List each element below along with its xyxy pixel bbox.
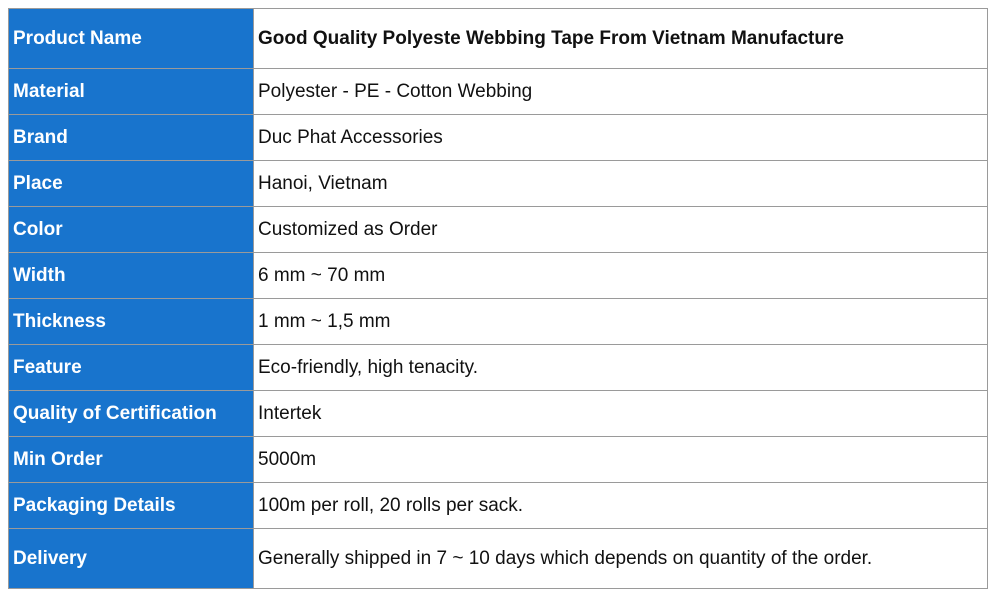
row-value: 100m per roll, 20 rolls per sack. — [253, 482, 988, 529]
row-value: Generally shipped in 7 ~ 10 days which d… — [253, 528, 988, 589]
table-row: Brand Duc Phat Accessories — [8, 114, 988, 161]
row-value: Intertek — [253, 390, 988, 437]
table-body: Product Name Good Quality Polyeste Webbin… — [8, 8, 988, 589]
spec-table: Product Name Good Quality Polyeste Webbin… — [8, 8, 988, 589]
row-value: Eco-friendly, high tenacity. — [253, 344, 988, 391]
row-value: Duc Phat Accessories — [253, 114, 988, 161]
table-row: Packaging Details 100m per roll, 20 rolls… — [8, 482, 988, 529]
table-row: Feature Eco-friendly, high tenacity. — [8, 344, 988, 391]
row-label: Packaging Details — [8, 482, 254, 529]
table-row: Thickness 1 mm ~ 1,5 mm — [8, 298, 988, 345]
row-label: Delivery — [8, 528, 254, 589]
table-row: Product Name Good Quality Polyeste Webbin… — [8, 8, 988, 69]
row-label: Width — [8, 252, 254, 299]
row-value: Good Quality Polyeste Webbing Tape From … — [253, 8, 988, 69]
row-label: Thickness — [8, 298, 254, 345]
table-row: Width 6 mm ~ 70 mm — [8, 252, 988, 299]
row-value: 6 mm ~ 70 mm — [253, 252, 988, 299]
table-row: Delivery Generally shipped in 7 ~ 10 days… — [8, 528, 988, 589]
row-value: Polyester - PE - Cotton Webbing — [253, 68, 988, 115]
row-label: Brand — [8, 114, 254, 161]
row-label: Product Name — [8, 8, 254, 69]
row-label: Quality of Certification — [8, 390, 254, 437]
table-row: Place Hanoi, Vietnam — [8, 160, 988, 207]
table-row: Quality of Certification Intertek — [8, 390, 988, 437]
row-value: 1 mm ~ 1,5 mm — [253, 298, 988, 345]
table-row: Material Polyester - PE - Cotton Webbing — [8, 68, 988, 115]
row-value: 5000m — [253, 436, 988, 483]
row-value: Customized as Order — [253, 206, 988, 253]
row-label: Color — [8, 206, 254, 253]
table-row: Min Order 5000m — [8, 436, 988, 483]
row-label: Min Order — [8, 436, 254, 483]
table-row: Color Customized as Order — [8, 206, 988, 253]
row-label: Place — [8, 160, 254, 207]
row-label: Feature — [8, 344, 254, 391]
row-label: Material — [8, 68, 254, 115]
row-value: Hanoi, Vietnam — [253, 160, 988, 207]
